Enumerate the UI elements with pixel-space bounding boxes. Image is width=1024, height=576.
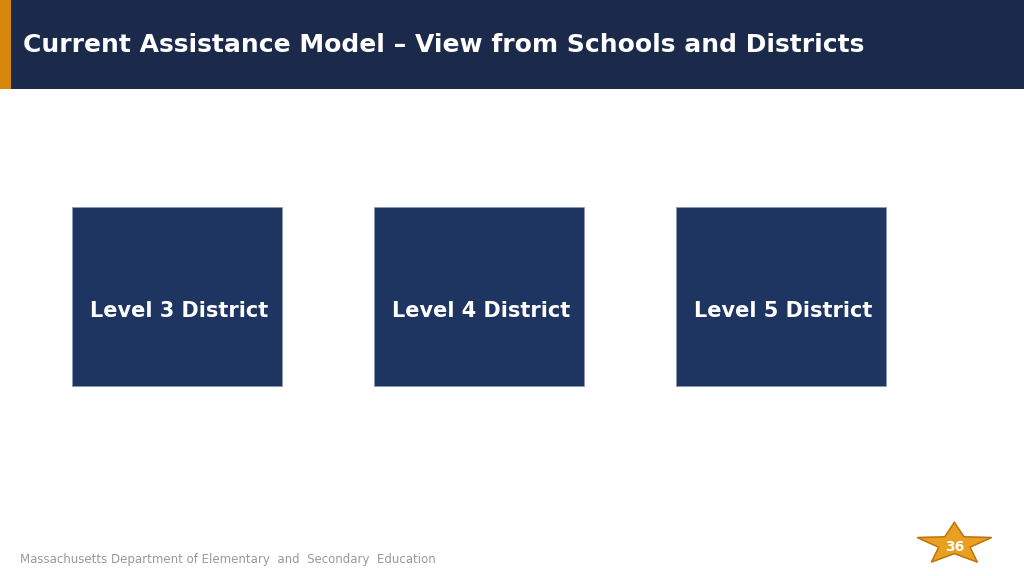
Text: Current Assistance Model – View from Schools and Districts: Current Assistance Model – View from Sch… [23,33,864,56]
FancyBboxPatch shape [374,207,584,386]
FancyBboxPatch shape [0,0,11,89]
Text: Level 4 District: Level 4 District [392,301,570,321]
Text: Massachusetts Department of Elementary  and  Secondary  Education: Massachusetts Department of Elementary a… [20,554,436,566]
FancyBboxPatch shape [72,207,282,386]
Text: 36: 36 [945,540,964,554]
Polygon shape [918,522,991,562]
FancyBboxPatch shape [676,207,886,386]
FancyBboxPatch shape [0,0,1024,89]
Text: Level 3 District: Level 3 District [90,301,268,321]
Text: Level 5 District: Level 5 District [694,301,872,321]
